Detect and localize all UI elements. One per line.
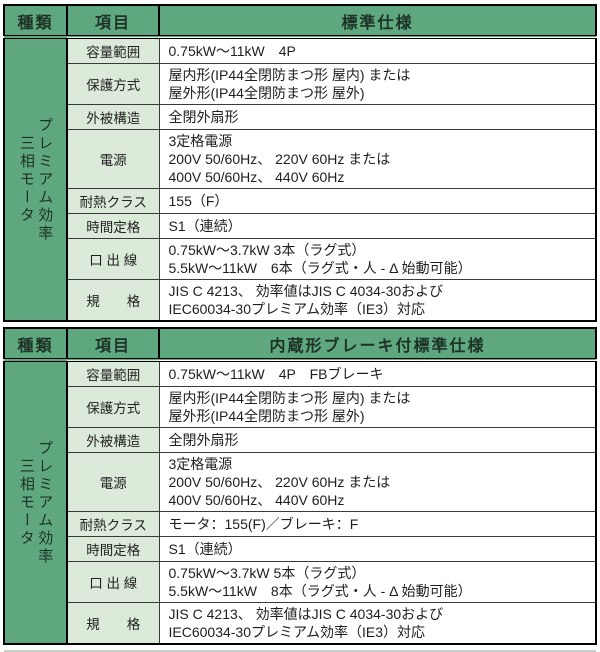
brake-spec-table-header: 種類 項目 内蔵形ブレーキ付標準仕様 [3,327,597,362]
spec-row: 口 出 線 0.75kW〜3.7kW 3本（ラグ式） 5.5kW〜11kW 6本（ラ… [4,238,597,280]
item-label: 外被構造 [66,427,160,453]
item-label: 規 格 [66,602,160,645]
spec-row: プレミアム効率 三相モータ 容量範囲 0.75kW〜11kW 4P FBブレーキ [3,359,597,645]
spec-value: JIS C 4213、 効率値はJIS C 4034-30および IEC60034… [158,602,597,645]
spec-row: 耐熱クラス 155（F） [4,188,597,214]
item-label: 容量範囲 [66,36,160,64]
spec-value: 全閉外扇形 [158,427,597,453]
spec-value: S1（連続） [158,536,597,562]
spec-value: 3定格電源 200V 50/60Hz、 220V 60Hz または 400V 50/… [158,452,597,512]
spec-value: 0.75kW〜3.7kW 5本（ラグ式） 5.5kW〜11kW 8本（ラグ式・人 … [158,561,597,603]
spec-value: 0.75kW〜11kW 4P FBブレーキ [158,359,597,387]
item-label: 外被構造 [66,104,160,130]
standard-spec-table: 種類 項目 標準仕様 プレミアム効率 三相モータ 容量範囲 0.75kW〜11kW 4… [3,4,597,322]
vertical-type-label: プレミアム効率 三相モータ [6,60,65,300]
spec-value: 0.75kW〜11kW 4P [158,36,597,64]
spec-row: 時間定格 S1（連続） [4,213,597,239]
spec-row: 外被構造 全閉外扇形 [4,427,597,453]
vertical-type-label: プレミアム効率 三相モータ [6,383,65,623]
item-label: 規 格 [66,279,160,322]
col-header-item: 項目 [66,4,160,39]
col-header-item: 項目 [66,327,160,362]
item-label: 容量範囲 [66,359,160,387]
spec-value: モータ：155(F)／ブレーキ：F [158,511,597,537]
spec-value: 155（F） [158,188,597,214]
vertical-text-line: 三相モータ [18,457,35,548]
spec-row: 外被構造 全閉外扇形 [4,104,597,130]
spec-row: 口 出 線 0.75kW〜3.7kW 5本（ラグ式） 5.5kW〜11kW 8本（ラ… [4,561,597,603]
header-row: 種類 項目 標準仕様 [3,4,597,39]
col-header-standard-spec: 標準仕様 [158,4,597,39]
spec-row: 耐熱クラス モータ：155(F)／ブレーキ：F [4,511,597,537]
vertical-text-line: プレミアム効率 [36,116,54,243]
item-label: 時間定格 [66,536,160,562]
item-label: 電源 [66,129,160,189]
spec-row: 電源 3定格電源 200V 50/60Hz、 220V 60Hz または 400V 5… [4,129,597,189]
spec-value: JIS C 4213、 効率値はJIS C 4034-30および IEC60034… [158,279,597,322]
spec-row: 規 格 JIS C 4213、 効率値はJIS C 4034-30および IEC60… [4,279,597,322]
header-row: 種類 項目 内蔵形ブレーキ付標準仕様 [3,327,597,362]
motor-type-cell: プレミアム効率 三相モータ [3,36,68,322]
spec-row: 保護方式 屋内形(IP44全閉防まつ形 屋内) または 屋外形(IP44全閉防まつ形… [4,386,597,428]
standard-spec-table-header: 種類 項目 標準仕様 [3,4,597,39]
brake-spec-table-body: プレミアム効率 三相モータ 容量範囲 0.75kW〜11kW 4P FBブレーキ 保護方… [3,359,597,645]
spec-row: 時間定格 S1（連続） [4,536,597,562]
spec-row: 保護方式 屋内形(IP44全閉防まつ形 屋内) または 屋外形(IP44全閉防まつ形… [4,63,597,105]
motor-type-cell: プレミアム効率 三相モータ [3,359,68,645]
item-label: 口 出 線 [66,561,160,603]
item-label: 時間定格 [66,213,160,239]
vertical-text-line: プレミアム効率 [36,439,54,566]
col-header-brake-spec: 内蔵形ブレーキ付標準仕様 [158,327,597,362]
spec-value: 全閉外扇形 [158,104,597,130]
item-label: 耐熱クラス [66,188,160,214]
item-label: 保護方式 [66,63,160,105]
spec-value: 屋内形(IP44全閉防まつ形 屋内) または 屋外形(IP44全閉防まつ形 屋外) [158,386,597,428]
item-label: 電源 [66,452,160,512]
col-header-type: 種類 [3,327,68,362]
item-label: 保護方式 [66,386,160,428]
spec-row: 規 格 JIS C 4213、 効率値はJIS C 4034-30および IEC60… [4,602,597,645]
spec-value: S1（連続） [158,213,597,239]
spec-row: 電源 3定格電源 200V 50/60Hz、 220V 60Hz または 400V 5… [4,452,597,512]
standard-spec-table-body: プレミアム効率 三相モータ 容量範囲 0.75kW〜11kW 4P 保護方式 屋内形(IP… [3,36,597,322]
catalog-spec-page: 種類 項目 標準仕様 プレミアム効率 三相モータ 容量範囲 0.75kW〜11kW 4… [3,4,597,652]
vertical-text-line: 三相モータ [18,134,35,225]
item-label: 口 出 線 [66,238,160,280]
spec-row: プレミアム効率 三相モータ 容量範囲 0.75kW〜11kW 4P [3,36,597,322]
spec-value: 屋内形(IP44全閉防まつ形 屋内) または 屋外形(IP44全閉防まつ形 屋外) [158,63,597,105]
spec-value: 0.75kW〜3.7kW 3本（ラグ式） 5.5kW〜11kW 6本（ラグ式・人 … [158,238,597,280]
col-header-type: 種類 [3,4,68,39]
item-label: 耐熱クラス [66,511,160,537]
spec-value: 3定格電源 200V 50/60Hz、 220V 60Hz または 400V 50/… [158,129,597,189]
brake-spec-table: 種類 項目 内蔵形ブレーキ付標準仕様 プレミアム効率 三相モータ 容量範囲 0.75k… [3,327,597,645]
